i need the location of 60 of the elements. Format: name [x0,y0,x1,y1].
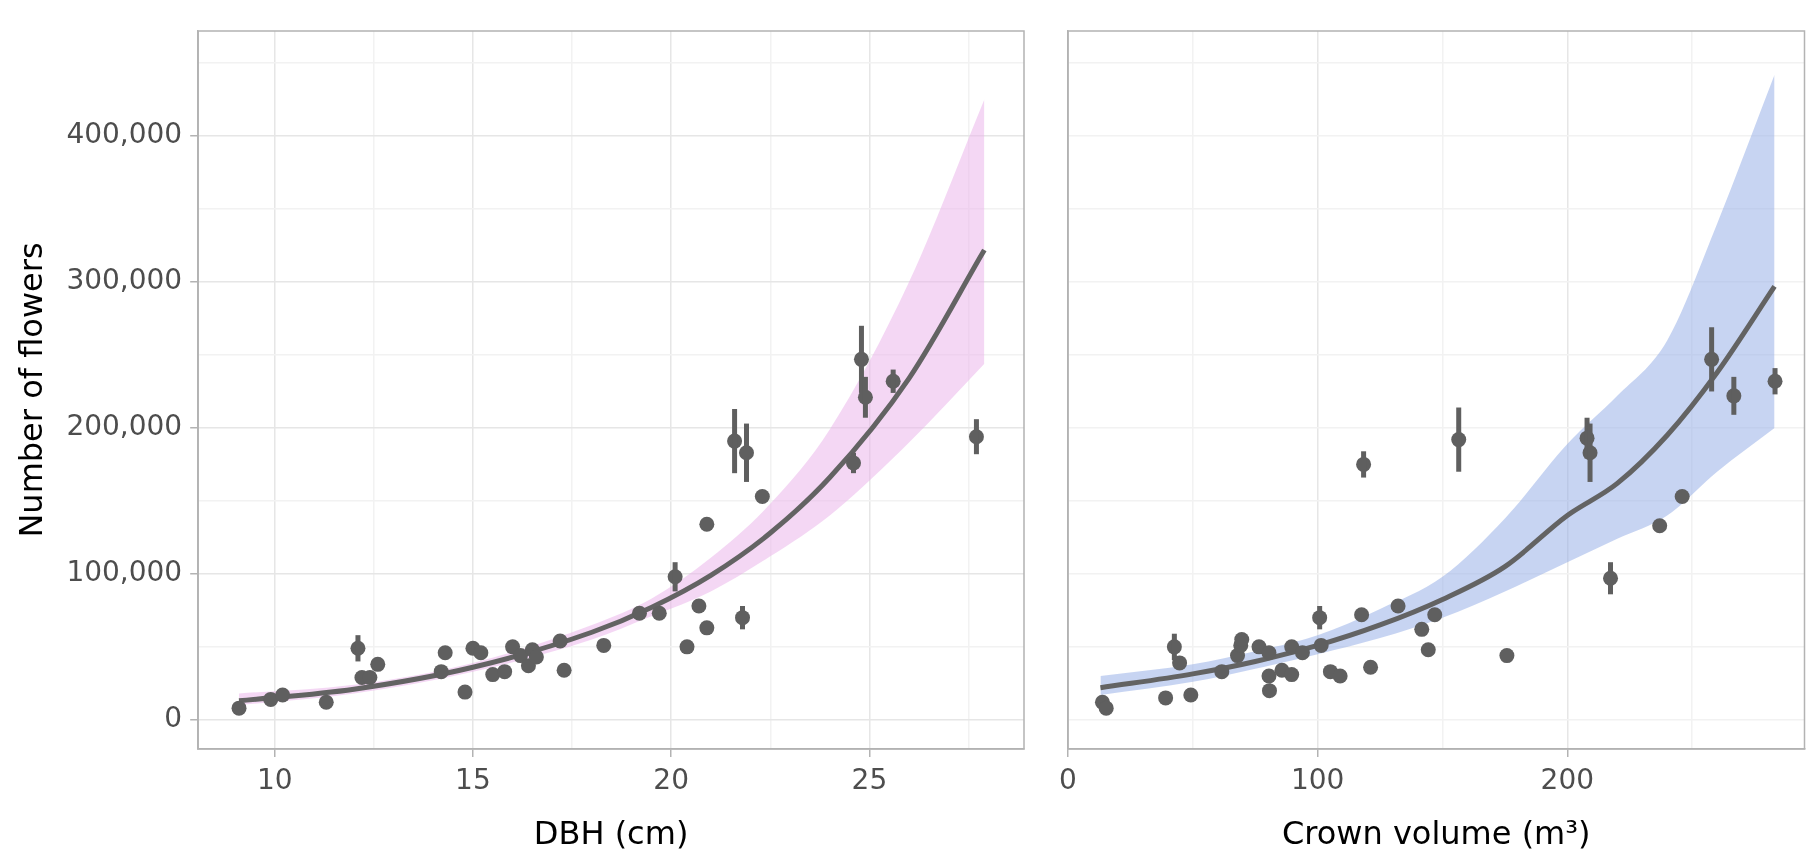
point [691,598,707,614]
point [1098,700,1114,716]
y-tick-label: 0 [164,701,183,735]
y-tick-label: 400,000 [66,117,183,151]
point [651,605,667,621]
point [457,684,473,700]
point [1158,690,1174,706]
point [497,664,513,680]
point [679,639,695,655]
point [1499,648,1515,664]
x-axis-title: DBH (cm) [533,814,689,853]
y-tick-label: 300,000 [66,263,183,297]
point [1183,687,1199,703]
point [231,700,247,716]
point [754,489,770,505]
point [370,656,386,672]
point [1261,645,1277,661]
point [1284,667,1300,683]
y-axis-title: Number of flowers [11,242,50,538]
point [1261,683,1277,699]
point [528,649,544,665]
point [1294,645,1310,661]
x-tick-label: 15 [455,763,491,797]
point [1284,639,1300,655]
point [1172,655,1188,671]
point [1261,668,1277,684]
point [1427,607,1443,623]
point [1390,598,1406,614]
point [699,620,715,636]
point [552,633,568,649]
point [1363,659,1379,675]
point [485,667,501,683]
x-tick-label: 25 [851,763,888,797]
point [1414,621,1430,637]
point [631,605,647,621]
point [275,687,291,703]
point [1652,518,1668,534]
point [1420,642,1436,658]
point [513,648,528,664]
point [1354,607,1370,623]
point [1214,664,1230,680]
y-tick-label: 100,000 [66,555,183,589]
point [1332,668,1348,684]
x-tick-label: 100 [1290,763,1345,797]
x-tick-label: 20 [653,763,689,797]
point [596,637,612,653]
point [699,516,715,532]
y-tick-label: 200,000 [66,409,183,443]
x-axis-title: Crown volume (m³) [1281,814,1591,853]
point [1674,489,1690,505]
point [318,694,334,710]
point [556,662,572,678]
point [437,645,453,661]
point [263,691,279,707]
point [1313,637,1329,653]
x-tick-label: 0 [1059,763,1077,797]
point [433,664,449,680]
x-tick-label: 10 [256,763,293,797]
x-tick-label: 200 [1540,763,1595,797]
point [473,645,489,661]
